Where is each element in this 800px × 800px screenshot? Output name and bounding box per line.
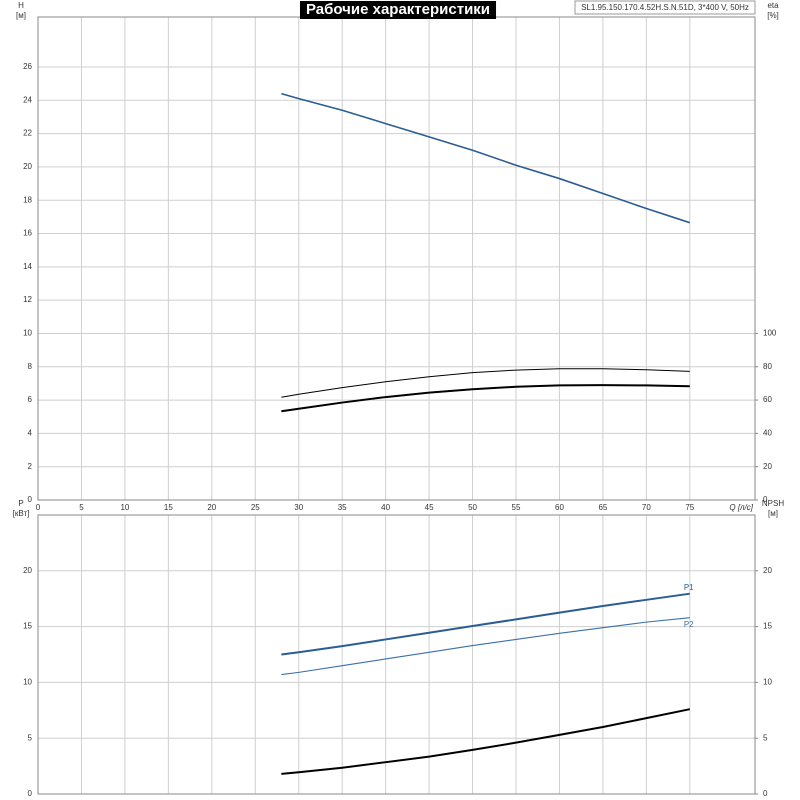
x-tick-label: 20	[207, 503, 216, 512]
y-tick-label: 26	[23, 62, 32, 71]
y2-tick-label: 0	[763, 789, 768, 798]
x-tick-label: 45	[425, 503, 434, 512]
y2-tick-label: 20	[763, 462, 772, 471]
x-tick-label: 25	[251, 503, 260, 512]
x-axis-label: Q [л/с]	[729, 503, 753, 512]
y-tick-label: 22	[23, 129, 32, 138]
y-tick-label: 10	[23, 678, 32, 687]
model-label: SL1.95.150.170.4.52H.S.N.51D, 3*400 V, 5…	[581, 3, 749, 12]
series-label: P2	[684, 620, 694, 629]
y-axis-label: H	[18, 1, 24, 10]
x-tick-label: 35	[338, 503, 347, 512]
y-tick-label: 0	[28, 495, 33, 504]
x-tick-label: 30	[294, 503, 303, 512]
series-label: P1	[684, 583, 694, 592]
x-tick-label: 10	[120, 503, 129, 512]
y-tick-label: 14	[23, 262, 32, 271]
series-line	[281, 92, 691, 224]
model-box	[574, 0, 756, 15]
y2-axis-unit: [%]	[767, 11, 779, 20]
y-tick-label: 0	[28, 789, 33, 798]
y-tick-label: 2	[28, 462, 33, 471]
series-line	[281, 368, 690, 398]
x-tick-label: 55	[512, 503, 521, 512]
y2-tick-label: 40	[763, 428, 772, 437]
x-tick-label: 0	[36, 503, 41, 512]
x-tick-label: 65	[598, 503, 607, 512]
y2-axis-label: eta	[767, 1, 779, 10]
y-tick-label: 15	[23, 622, 32, 631]
y-tick-label: 24	[23, 95, 32, 104]
x-tick-label: 15	[164, 503, 173, 512]
title-box	[299, 1, 497, 19]
series-line	[281, 617, 690, 676]
x-tick-label: 5	[79, 503, 84, 512]
y2-tick-label: 15	[763, 622, 772, 631]
y-tick-label: 6	[28, 395, 33, 404]
y2-tick-label: 10	[763, 678, 772, 687]
x-tick-label: 60	[555, 503, 564, 512]
y-tick-label: 20	[23, 162, 32, 171]
y-tick-label: 20	[23, 566, 32, 575]
y2-axis-label: NPSH	[762, 499, 784, 508]
series-line	[281, 708, 691, 775]
x-tick-label: 70	[642, 503, 651, 512]
y-tick-label: 5	[28, 733, 33, 742]
series-line	[281, 592, 690, 656]
plot-frame	[37, 514, 756, 795]
y2-tick-label: 20	[763, 566, 772, 575]
y2-tick-label: 0	[763, 495, 768, 504]
x-tick-label: 75	[685, 503, 694, 512]
y-tick-label: 10	[23, 329, 32, 338]
y-tick-label: 4	[28, 428, 33, 437]
y-axis-label: P	[18, 499, 23, 508]
y2-tick-label: 80	[763, 362, 772, 371]
y2-tick-label: 5	[763, 733, 768, 742]
x-tick-label: 50	[468, 503, 477, 512]
y-axis-unit: [кВт]	[13, 509, 30, 518]
chart-title: Рабочие характеристики	[306, 1, 490, 18]
y-tick-label: 12	[23, 295, 32, 304]
y-tick-label: 8	[28, 362, 33, 371]
y2-tick-label: 100	[763, 329, 777, 338]
y2-tick-label: 60	[763, 395, 772, 404]
y-axis-unit: [м]	[16, 11, 26, 20]
y-tick-label: 16	[23, 229, 32, 238]
y2-axis-unit: [м]	[768, 509, 778, 518]
series-line	[281, 384, 690, 413]
x-tick-label: 40	[381, 503, 390, 512]
y-tick-label: 18	[23, 195, 32, 204]
